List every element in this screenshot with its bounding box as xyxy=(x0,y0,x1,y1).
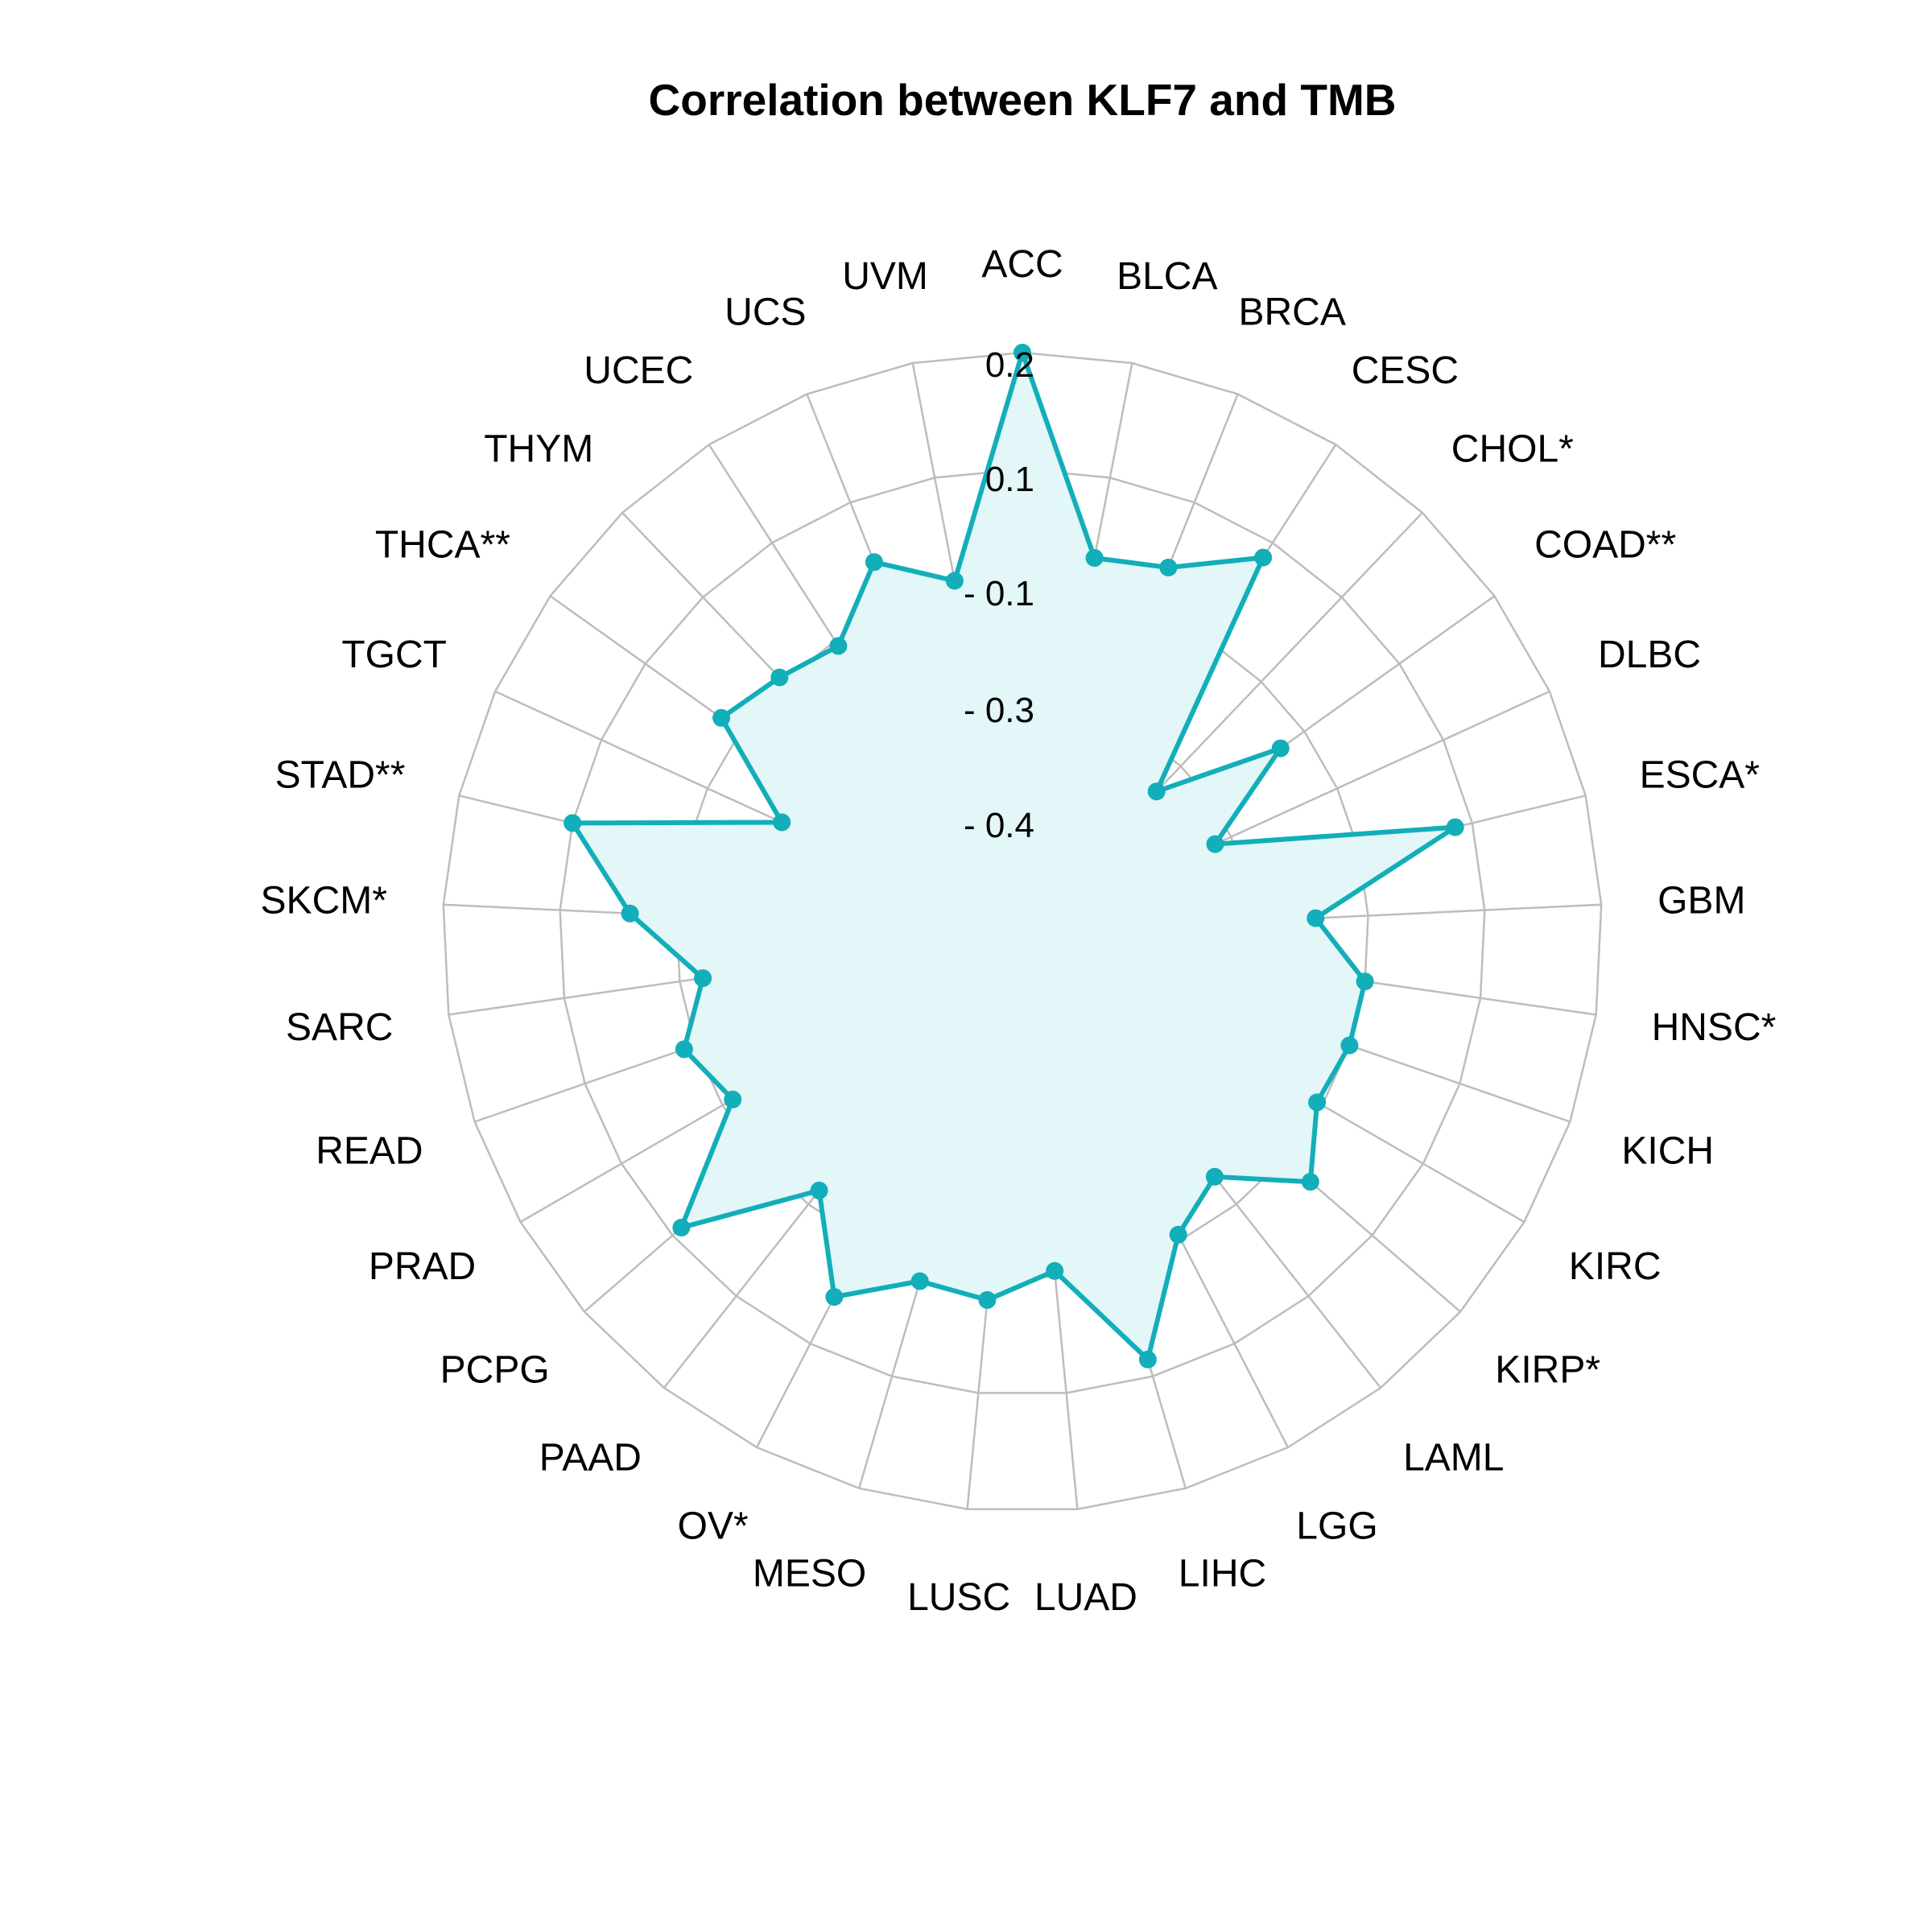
category-label-16: LUAD xyxy=(1034,1576,1137,1619)
data-point-32 xyxy=(945,572,964,590)
data-point-16 xyxy=(1046,1261,1064,1280)
series-line xyxy=(570,350,1458,1362)
category-label-13: LAML xyxy=(1403,1436,1504,1479)
data-point-5 xyxy=(1271,739,1290,758)
data-point-6 xyxy=(1206,835,1224,853)
category-label-2: BRCA xyxy=(1239,291,1346,334)
category-label-19: OV* xyxy=(678,1505,749,1548)
data-point-13 xyxy=(1205,1167,1224,1186)
axis-ticks: 0.2 0.1 - 0.1 - 0.3 - 0.4 xyxy=(964,345,1034,845)
category-label-28: THCA** xyxy=(375,524,510,567)
category-label-17: LUSC xyxy=(907,1576,1010,1619)
category-label-3: CESC xyxy=(1352,349,1459,392)
category-label-0: ACC xyxy=(981,243,1063,286)
axis-tick-label-1: 0.1 xyxy=(985,460,1034,499)
data-point-10 xyxy=(1340,1036,1359,1055)
category-label-32: UVM xyxy=(842,255,928,298)
category-label-1: BLCA xyxy=(1117,255,1217,298)
data-point-1 xyxy=(1085,549,1104,568)
data-point-12 xyxy=(1301,1173,1319,1191)
category-label-7: ESCA* xyxy=(1640,753,1760,796)
category-label-21: PCPG xyxy=(440,1349,550,1392)
data-point-8 xyxy=(1307,909,1325,927)
data-point-28 xyxy=(712,708,731,727)
data-point-22 xyxy=(724,1090,742,1108)
axis-tick-label-2: - 0.1 xyxy=(964,574,1034,613)
data-point-23 xyxy=(675,1040,693,1059)
data-point-2 xyxy=(1159,559,1178,576)
data-point-25 xyxy=(621,904,639,923)
data-point-9 xyxy=(1356,972,1374,991)
category-label-14: LGG xyxy=(1296,1505,1377,1548)
grid-ring-3 xyxy=(559,468,1486,1394)
data-point-21 xyxy=(672,1219,691,1236)
grid-ring-4 xyxy=(442,351,1603,1510)
data-point-18 xyxy=(910,1272,929,1290)
data-point-3 xyxy=(1254,548,1273,567)
data-point-19 xyxy=(825,1288,844,1307)
category-label-8: GBM xyxy=(1657,880,1745,923)
category-label-15: LIHC xyxy=(1179,1552,1266,1595)
category-label-25: SKCM* xyxy=(261,880,387,923)
chart-title: Correlation between KLF7 and TMB xyxy=(649,75,1397,125)
data-point-24 xyxy=(694,969,712,988)
category-label-5: COAD** xyxy=(1534,524,1676,567)
data-point-7 xyxy=(1446,818,1464,836)
category-label-9: HNSC* xyxy=(1652,1006,1777,1049)
data-point-17 xyxy=(978,1290,997,1309)
data-point-0 xyxy=(1013,344,1031,361)
category-label-24: SARC xyxy=(286,1006,393,1049)
data-point-4 xyxy=(1147,782,1166,801)
category-label-31: UCS xyxy=(724,291,806,334)
category-label-29: THYM xyxy=(484,427,593,470)
category-label-20: PAAD xyxy=(539,1436,642,1479)
category-label-4: CHOL* xyxy=(1451,427,1574,470)
data-point-15 xyxy=(1138,1350,1157,1368)
category-label-26: STAD** xyxy=(275,753,406,796)
data-point-27 xyxy=(773,813,791,832)
category-label-27: TGCT xyxy=(341,634,447,676)
data-point-26 xyxy=(564,814,582,832)
series-area xyxy=(572,353,1455,1360)
category-label-23: READ xyxy=(316,1130,423,1173)
category-label-6: DLBC xyxy=(1598,634,1701,676)
data-point-29 xyxy=(770,668,789,687)
data-point-14 xyxy=(1169,1225,1187,1244)
category-label-18: MESO xyxy=(753,1552,866,1595)
category-label-22: PRAD xyxy=(369,1245,476,1288)
category-label-11: KIRC xyxy=(1569,1245,1662,1288)
data-point-31 xyxy=(865,553,883,572)
axis-tick-label-3: - 0.3 xyxy=(964,691,1034,730)
axis-tick-label-0: 0.2 xyxy=(985,345,1034,385)
data-point-30 xyxy=(829,637,848,655)
data-series xyxy=(564,344,1464,1368)
category-label-30: UCEC xyxy=(584,349,693,392)
category-label-10: KICH xyxy=(1621,1130,1714,1173)
data-point-11 xyxy=(1308,1093,1327,1112)
data-point-20 xyxy=(810,1181,828,1199)
category-label-12: KIRP* xyxy=(1495,1349,1600,1392)
axis-tick-label-4: - 0.4 xyxy=(964,806,1034,845)
